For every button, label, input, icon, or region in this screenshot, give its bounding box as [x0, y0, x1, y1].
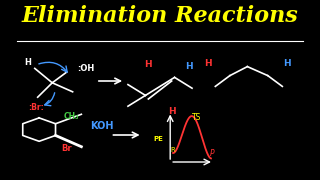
Text: :OH: :OH — [77, 64, 94, 73]
Text: H: H — [185, 62, 193, 71]
Text: Br: Br — [61, 144, 72, 153]
Text: H: H — [283, 58, 291, 68]
Text: CH₃: CH₃ — [64, 112, 79, 121]
Text: TS: TS — [192, 113, 201, 122]
Text: Elimination Reactions: Elimination Reactions — [22, 5, 298, 27]
Text: P: P — [210, 149, 215, 158]
Text: KOH: KOH — [90, 121, 114, 131]
Text: PE: PE — [153, 136, 163, 142]
Text: H: H — [204, 58, 212, 68]
Text: R: R — [171, 147, 175, 153]
Text: :Br:: :Br: — [28, 103, 44, 112]
Text: H: H — [145, 60, 152, 69]
Text: H: H — [24, 58, 31, 67]
Text: H: H — [168, 107, 175, 116]
